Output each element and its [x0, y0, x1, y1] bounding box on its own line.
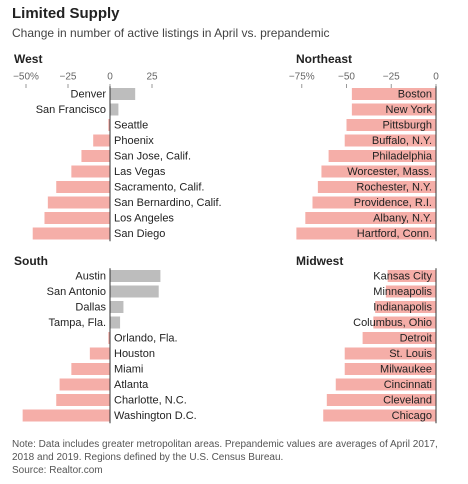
bar: [321, 165, 436, 178]
bar: [362, 332, 436, 344]
bar: [71, 165, 110, 178]
note: Note: Data includes greater metropolitan…: [12, 439, 438, 463]
category-label: Denver: [71, 88, 107, 100]
category-label: Los Angeles: [114, 212, 174, 224]
category-label: Seattle: [114, 119, 148, 131]
category-label: Buffalo, N.Y.: [372, 135, 432, 147]
bar: [344, 363, 436, 375]
bar: [56, 181, 110, 193]
category-label: Cincinnati: [384, 379, 432, 391]
category-label: Phoenix: [114, 135, 154, 147]
bar: [22, 409, 110, 422]
category-label: Chicago: [392, 410, 432, 422]
x-tick-label: −25: [60, 72, 77, 83]
category-label: Las Vegas: [114, 166, 166, 178]
category-label: Providence, R.I.: [354, 197, 432, 209]
bar: [47, 196, 110, 209]
category-label: Detroit: [400, 332, 432, 344]
panel-title: Midwest: [296, 254, 343, 268]
bar: [351, 103, 436, 116]
bar: [346, 119, 436, 131]
category-label: Indianapolis: [373, 301, 432, 313]
source: Source: Realtor.com: [12, 465, 103, 476]
bar: [344, 134, 436, 147]
category-label: Philadelphia: [372, 150, 433, 162]
x-tick-label: −75%: [289, 72, 315, 83]
x-tick-label: 0: [433, 72, 439, 83]
bar: [110, 270, 161, 282]
category-label: San Diego: [114, 228, 165, 240]
panel-title: South: [14, 254, 48, 268]
bar: [296, 227, 436, 240]
bar: [385, 285, 436, 298]
category-label: St. Louis: [389, 348, 432, 360]
category-label: Sacramento, Calif.: [114, 181, 204, 193]
bar: [373, 316, 436, 329]
bar: [110, 103, 119, 116]
notes: Note: Data includes greater metropolitan…: [12, 438, 460, 477]
bar: [59, 378, 110, 391]
category-label: Milwaukee: [380, 363, 432, 375]
bar: [344, 347, 436, 360]
category-label: Albany, N.Y.: [373, 212, 432, 224]
category-label: Minneapolis: [373, 286, 432, 298]
x-tick-label: 25: [146, 72, 158, 83]
bar: [108, 332, 110, 344]
bar: [110, 316, 121, 329]
bar: [323, 409, 436, 422]
category-label: Pittsburgh: [382, 119, 432, 131]
bar: [326, 394, 436, 406]
bar: [335, 378, 436, 391]
title: Limited Supply: [12, 5, 120, 22]
bar: [56, 394, 110, 406]
category-label: Austin: [75, 270, 106, 282]
category-label: Atlanta: [114, 379, 149, 391]
category-label: Worcester, Mass.: [347, 166, 432, 178]
x-tick-label: −25: [383, 72, 400, 83]
category-label: Boston: [398, 88, 432, 100]
category-label: Miami: [114, 363, 143, 375]
bar: [317, 181, 436, 193]
bar: [93, 134, 110, 147]
bar: [305, 212, 436, 224]
bar: [89, 347, 110, 360]
category-label: San Antonio: [47, 286, 106, 298]
bar: [81, 150, 110, 162]
category-label: San Bernardino, Calif.: [114, 197, 222, 209]
x-tick-label: −50%: [13, 72, 39, 83]
bar: [32, 227, 110, 240]
panel-title: Northeast: [296, 52, 352, 66]
chart: Limited Supply Change in number of activ…: [12, 5, 439, 424]
bar: [387, 270, 436, 282]
subtitle: Change in number of active listings in A…: [12, 26, 330, 40]
category-label: Rochester, N.Y.: [356, 181, 432, 193]
category-label: San Francisco: [36, 104, 106, 116]
bar: [110, 301, 124, 313]
category-label: Columbus, Ohio: [353, 317, 432, 329]
category-label: Washington D.C.: [114, 410, 197, 422]
bar: [71, 363, 110, 375]
category-label: Hartford, Conn.: [357, 228, 432, 240]
panel-title: West: [14, 52, 42, 66]
bar: [375, 301, 436, 313]
bar: [110, 88, 136, 100]
bar: [110, 285, 159, 298]
category-label: New York: [386, 104, 433, 116]
x-tick-label: 0: [107, 72, 113, 83]
bar: [108, 119, 110, 131]
category-label: Dallas: [75, 301, 106, 313]
bar: [351, 88, 436, 100]
bar: [328, 150, 436, 162]
category-label: San Jose, Calif.: [114, 150, 191, 162]
category-label: Tampa, Fla.: [49, 317, 106, 329]
category-label: Charlotte, N.C.: [114, 394, 187, 406]
category-label: Houston: [114, 348, 155, 360]
category-label: Cleveland: [383, 394, 432, 406]
category-label: Orlando, Fla.: [114, 332, 178, 344]
bar: [44, 212, 111, 224]
x-tick-label: −50: [338, 72, 355, 83]
bar: [312, 196, 436, 209]
category-label: Kansas City: [373, 270, 432, 282]
